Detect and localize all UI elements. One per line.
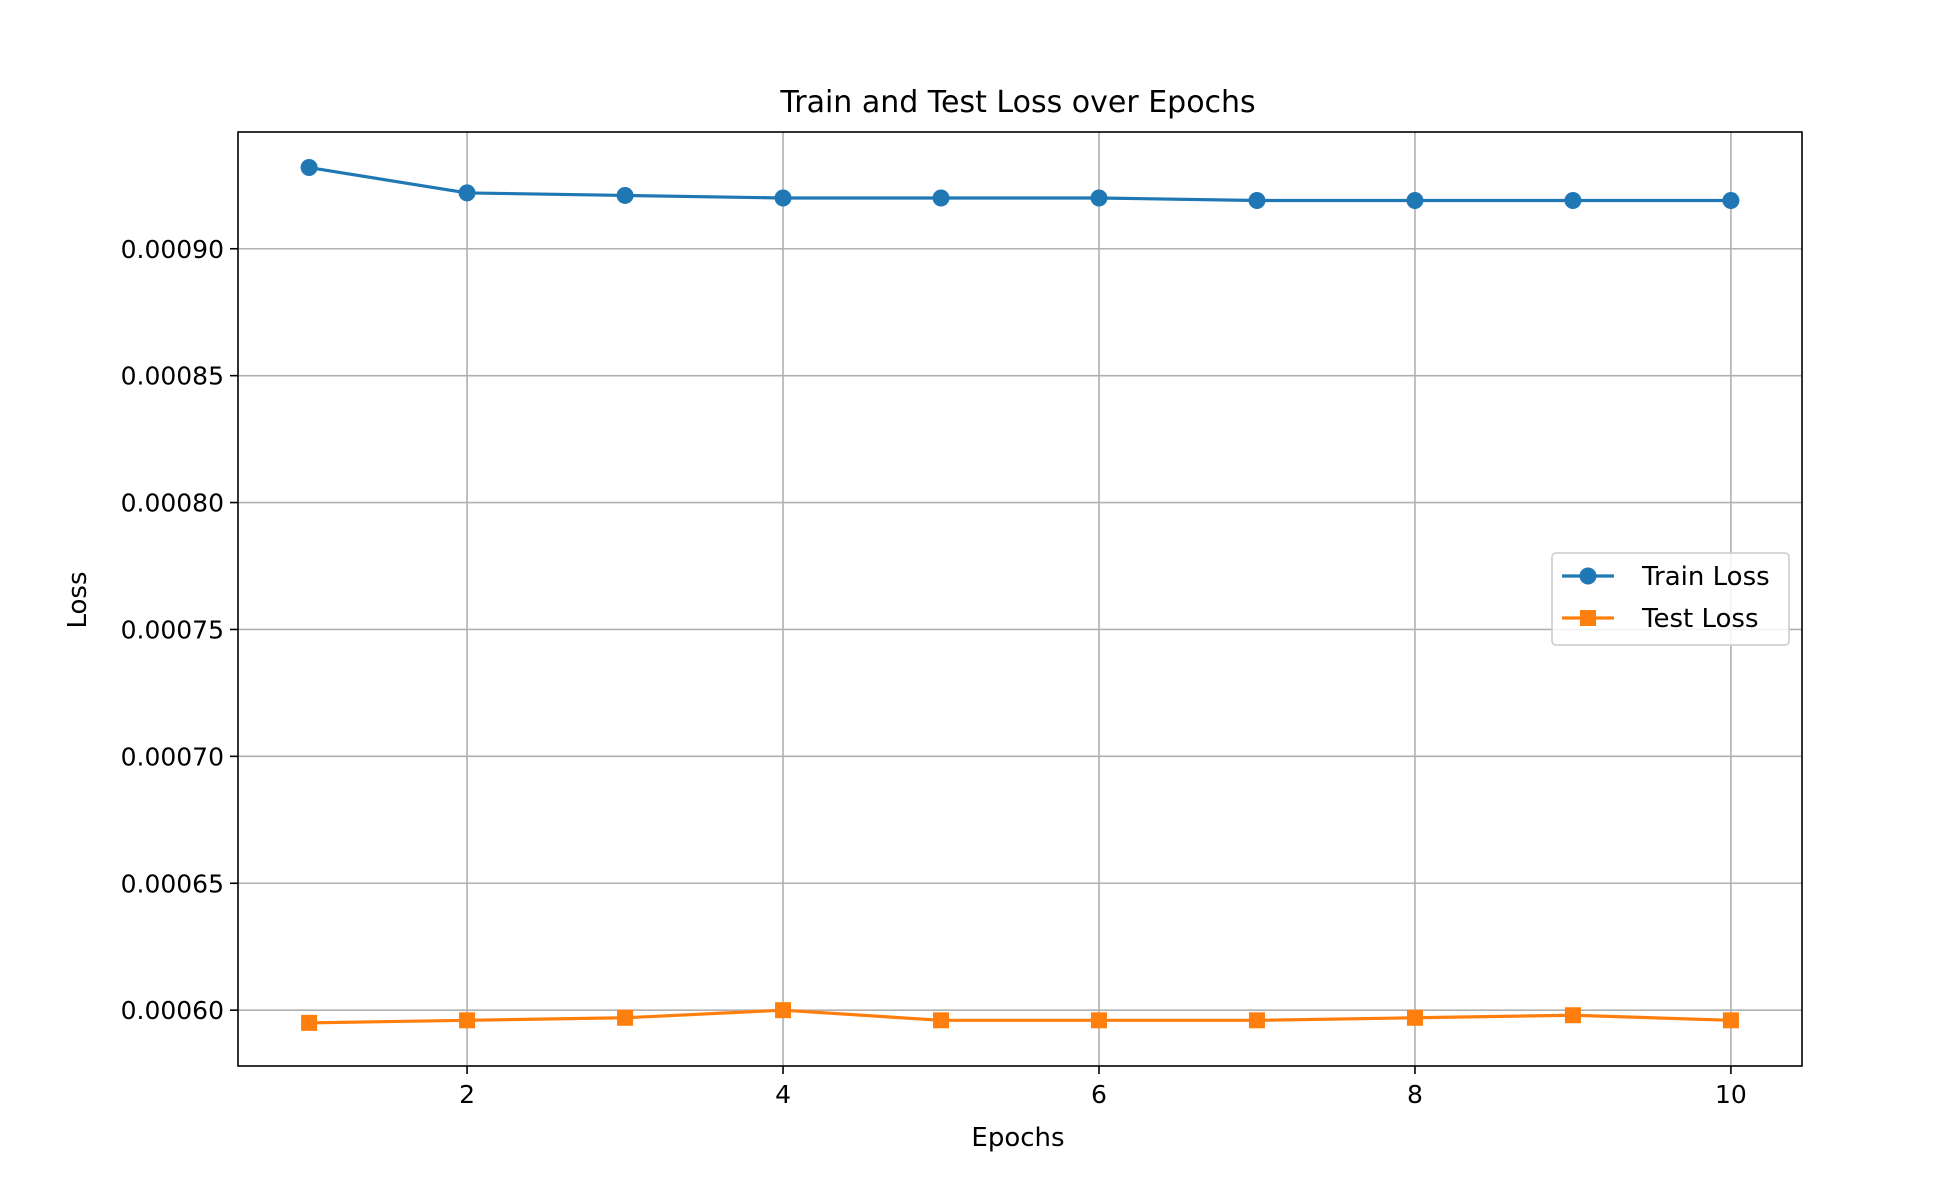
train-loss-point — [616, 186, 634, 204]
x-tick-label: 4 — [775, 1080, 791, 1109]
y-axis-label: Loss — [63, 571, 93, 628]
plot-area-frame — [237, 131, 1803, 1067]
train-loss-point — [458, 184, 476, 202]
train-loss-line — [308, 165, 1731, 203]
legend: Train Loss Test Loss — [1551, 552, 1790, 646]
test-loss-point — [459, 1012, 476, 1029]
series-layer — [300, 159, 1740, 1031]
test-loss-point — [933, 1012, 950, 1029]
y-tick-label: 0.00060 — [121, 996, 224, 1025]
test-loss-legend-marker — [1580, 610, 1596, 626]
train-loss-point — [1248, 192, 1266, 210]
legend-label: Test Loss — [1641, 604, 1759, 634]
x-tick-label: 2 — [459, 1080, 475, 1109]
test-loss-point — [1722, 1012, 1739, 1029]
axis-ticks: 2 4 6 8 10 0.00060 0.00065 0.00070 0.00075 0.0008… — [121, 235, 1747, 1109]
test-loss-line — [309, 1008, 1731, 1025]
test-loss-point — [1564, 1007, 1581, 1024]
chart-title: Train and Test Loss over Epochs — [779, 85, 1255, 120]
y-tick-label: 0.00070 — [121, 742, 224, 771]
test-loss-point — [617, 1009, 634, 1026]
train-loss-legend-marker — [1579, 567, 1597, 585]
test-loss-point — [1248, 1012, 1265, 1029]
y-tick-label: 0.00085 — [121, 362, 224, 391]
test-loss-point — [1406, 1009, 1423, 1026]
train-loss-point — [300, 159, 318, 177]
test-loss-point — [1090, 1012, 1107, 1029]
test-loss-point — [775, 1002, 792, 1019]
x-tick-label: 10 — [1715, 1080, 1747, 1109]
train-loss-point — [774, 189, 792, 207]
train-loss-point — [1564, 192, 1582, 210]
train-loss-point — [932, 189, 950, 207]
x-tick-label: 6 — [1091, 1080, 1107, 1109]
x-tick-label: 8 — [1407, 1080, 1423, 1109]
y-tick-label: 0.00075 — [121, 615, 224, 644]
train-loss-point — [1090, 189, 1108, 207]
y-tick-label: 0.00065 — [121, 869, 224, 898]
train-loss-point — [1406, 192, 1424, 210]
y-tick-label: 0.00080 — [121, 489, 224, 518]
y-tick-label: 0.00090 — [121, 235, 224, 264]
test-loss-point — [301, 1014, 318, 1031]
x-axis-label: Epochs — [971, 1123, 1064, 1153]
grid-lines — [238, 132, 1802, 1066]
train-loss-point — [1722, 192, 1740, 210]
legend-label: Train Loss — [1641, 562, 1770, 592]
